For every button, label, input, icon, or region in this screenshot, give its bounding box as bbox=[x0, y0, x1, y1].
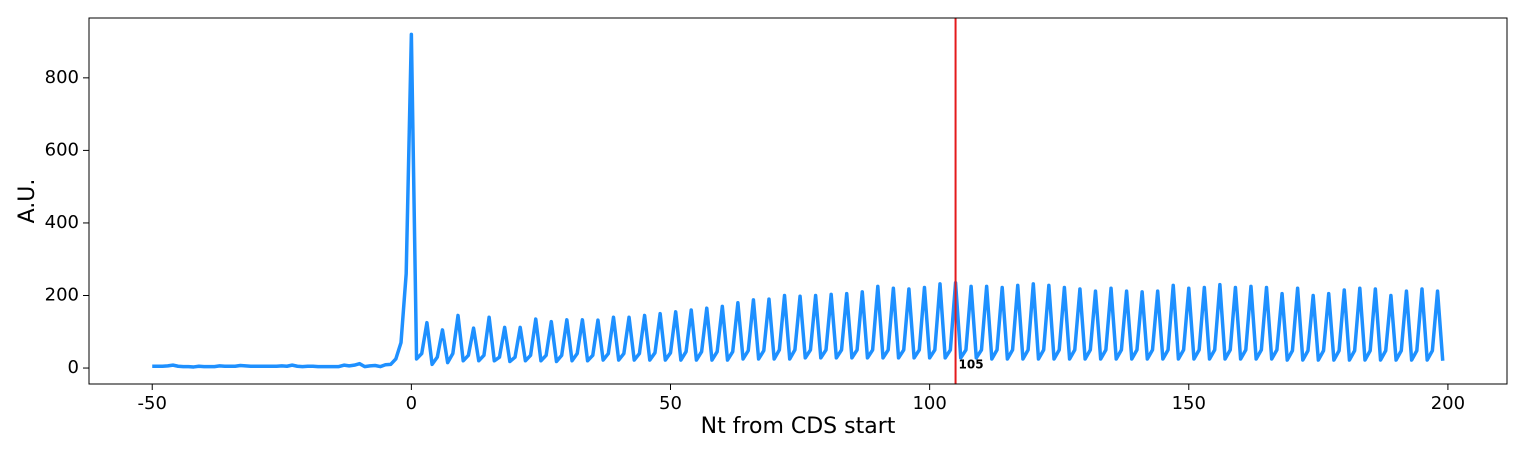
x-tick-label: -50 bbox=[138, 393, 167, 414]
y-tick-label: 0 bbox=[68, 357, 79, 378]
data-line bbox=[152, 32, 1445, 369]
x-axis-label: Nt from CDS start bbox=[701, 414, 896, 439]
y-axis-label: A.U. bbox=[15, 179, 40, 224]
y-tick-label: 800 bbox=[45, 67, 79, 88]
y-tick-label: 400 bbox=[45, 212, 79, 233]
marker-label: 105 bbox=[959, 358, 984, 372]
x-tick-label: 200 bbox=[1431, 393, 1465, 414]
x-tick-label: 50 bbox=[659, 393, 682, 414]
x-tick-label: 150 bbox=[1172, 393, 1206, 414]
x-tick-label: 100 bbox=[912, 393, 946, 414]
y-tick-label: 600 bbox=[45, 139, 79, 160]
plot-frame bbox=[88, 17, 1508, 385]
x-tick-label: 0 bbox=[406, 393, 417, 414]
y-tick-label: 200 bbox=[45, 284, 79, 305]
